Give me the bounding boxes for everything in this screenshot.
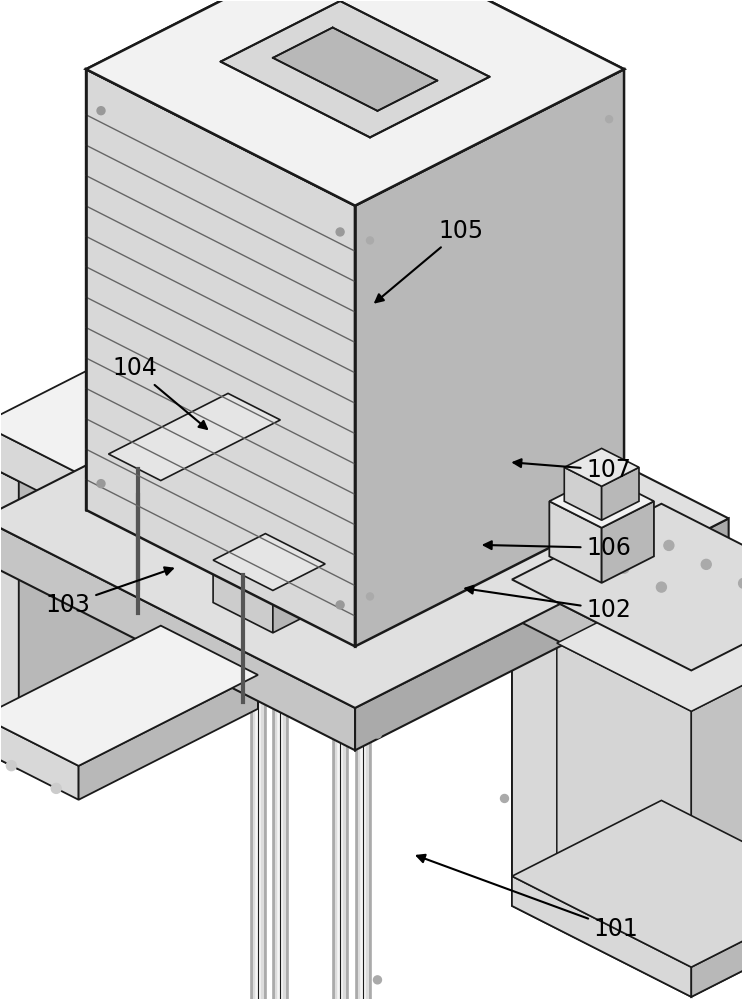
Polygon shape [557,643,691,949]
Polygon shape [19,390,198,769]
Circle shape [97,107,105,115]
Circle shape [51,783,61,793]
Polygon shape [79,382,258,512]
Polygon shape [108,454,160,523]
Polygon shape [273,564,325,633]
Circle shape [701,559,711,569]
Polygon shape [0,424,79,512]
Polygon shape [691,595,743,709]
Polygon shape [0,333,258,473]
Circle shape [606,116,612,123]
Polygon shape [355,69,624,646]
Polygon shape [549,475,654,528]
Polygon shape [213,560,273,633]
Circle shape [366,237,374,244]
Polygon shape [0,717,79,800]
Polygon shape [512,876,691,997]
Circle shape [374,976,381,984]
Polygon shape [602,467,639,520]
Circle shape [664,540,674,550]
Polygon shape [512,504,743,670]
Polygon shape [691,633,743,997]
Text: 105: 105 [375,219,483,302]
Polygon shape [0,518,355,750]
Polygon shape [86,0,624,206]
Circle shape [97,480,105,488]
Polygon shape [512,542,743,709]
Circle shape [366,593,374,600]
Polygon shape [86,0,624,206]
Polygon shape [512,800,743,967]
Polygon shape [79,675,258,800]
Polygon shape [213,534,325,590]
Polygon shape [512,580,691,709]
Polygon shape [564,448,639,486]
Circle shape [606,472,612,479]
Circle shape [619,563,629,573]
Polygon shape [0,462,19,769]
Polygon shape [0,626,258,766]
Circle shape [7,761,16,771]
Polygon shape [86,69,355,646]
Polygon shape [108,393,280,481]
Polygon shape [602,501,654,583]
Circle shape [501,794,508,802]
Text: 102: 102 [465,586,631,622]
Polygon shape [0,371,198,481]
Circle shape [374,730,381,738]
Polygon shape [160,420,280,523]
Polygon shape [273,28,437,111]
Text: 101: 101 [417,855,638,941]
Polygon shape [512,618,691,997]
Circle shape [336,228,344,236]
Polygon shape [0,329,729,708]
Polygon shape [691,658,743,949]
Polygon shape [557,590,743,711]
Text: 107: 107 [513,458,631,482]
Polygon shape [355,518,729,750]
Circle shape [739,578,743,588]
Polygon shape [549,501,602,583]
Text: 103: 103 [46,567,172,617]
Circle shape [336,601,344,609]
Polygon shape [691,891,743,997]
Circle shape [656,582,666,592]
Polygon shape [564,467,602,520]
Text: 106: 106 [484,536,631,560]
Text: 104: 104 [112,356,207,429]
Polygon shape [221,1,490,137]
